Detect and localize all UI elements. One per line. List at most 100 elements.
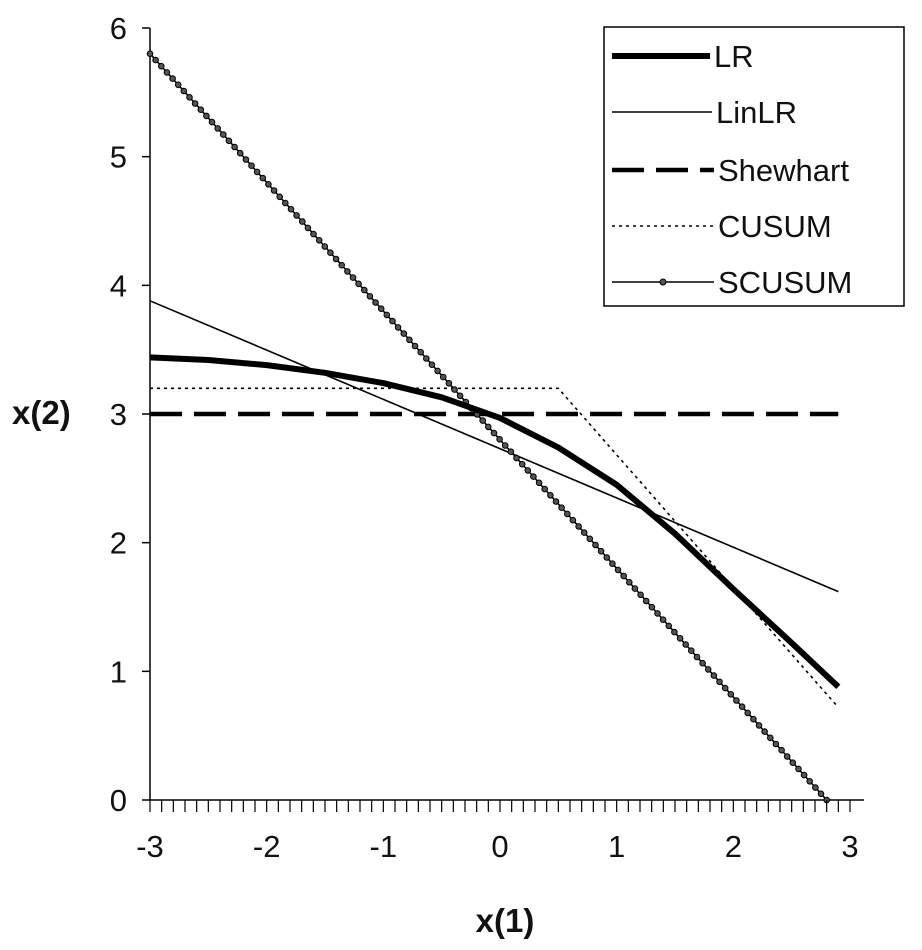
series-marker-scusum xyxy=(332,255,340,263)
x-tick-label: 0 xyxy=(491,829,508,864)
series-marker-scusum xyxy=(541,485,549,493)
series-marker-scusum xyxy=(659,616,667,624)
series-marker-scusum xyxy=(727,691,735,698)
series-marker-scusum xyxy=(355,280,362,288)
y-tick-label: 4 xyxy=(110,268,127,303)
series-marker-scusum xyxy=(231,143,238,151)
series-marker-scusum xyxy=(631,585,639,592)
series-marker-scusum xyxy=(417,348,425,356)
series-marker-scusum xyxy=(580,529,588,536)
series-marker-scusum xyxy=(434,367,441,375)
series-marker-scusum xyxy=(282,199,289,207)
series-marker-scusum xyxy=(547,492,554,499)
series-marker-scusum xyxy=(163,69,171,76)
series-marker-scusum xyxy=(321,243,329,250)
series-line-lr xyxy=(149,354,841,689)
series-marker-scusum xyxy=(767,734,774,742)
x-tick-label: -2 xyxy=(253,829,281,864)
series-marker-scusum xyxy=(800,771,808,779)
series-marker-scusum xyxy=(654,610,661,617)
series-marker-scusum xyxy=(648,603,656,611)
series-marker-scusum xyxy=(772,740,780,748)
legend-label-shewhart: Shewhart xyxy=(718,153,849,188)
series-marker-scusum xyxy=(744,709,752,717)
series-marker-scusum xyxy=(597,547,605,555)
series-marker-scusum xyxy=(203,112,210,120)
series-marker-scusum xyxy=(400,330,408,337)
series-marker-scusum xyxy=(721,684,729,692)
series-marker-scusum xyxy=(535,479,543,487)
series-marker-scusum xyxy=(406,336,413,344)
series-marker-scusum xyxy=(716,678,723,686)
series-marker-scusum xyxy=(485,423,492,431)
series-marker-scusum xyxy=(778,746,785,754)
y-tick-label: 1 xyxy=(110,654,127,689)
series-marker-scusum xyxy=(496,436,503,443)
series-line-cusum xyxy=(150,387,839,708)
series-marker-scusum xyxy=(423,355,430,362)
x-tick-label: -1 xyxy=(370,829,398,864)
series-marker-scusum xyxy=(479,417,487,424)
series-marker-scusum xyxy=(817,790,825,798)
series-marker-scusum xyxy=(253,168,261,176)
series-marker-scusum xyxy=(276,193,284,201)
series-marker-scusum xyxy=(609,560,616,568)
x-tick-label: 3 xyxy=(841,829,858,864)
y-axis-title: x(2) xyxy=(12,394,71,431)
ticks-layer: 0 1 2 3 4 5 6 -3 -2 -1 0 1 2 3 xyxy=(110,11,859,864)
series-marker-scusum xyxy=(586,535,594,543)
x-tick-label: 2 xyxy=(725,829,742,864)
series-marker-scusum xyxy=(304,224,312,232)
series-marker-scusum xyxy=(518,460,526,468)
series-marker-scusum xyxy=(428,361,436,369)
series-marker-scusum xyxy=(349,274,357,281)
legend-box xyxy=(603,26,905,307)
legend-swatch-scusum-marker xyxy=(659,278,667,286)
series-marker-scusum xyxy=(445,380,453,387)
series-marker-scusum xyxy=(530,473,537,480)
series-marker-scusum xyxy=(152,56,159,64)
series-marker-scusum xyxy=(310,230,317,238)
series-marker-scusum xyxy=(626,579,633,586)
series-marker-scusum xyxy=(603,554,611,561)
series-marker-scusum xyxy=(394,324,402,331)
series-marker-scusum xyxy=(665,622,673,630)
legend-label-lr: LR xyxy=(714,39,754,74)
series-marker-scusum xyxy=(806,778,814,785)
series-marker-scusum xyxy=(225,137,233,145)
series-marker-scusum xyxy=(158,62,165,70)
series-marker-scusum xyxy=(637,591,644,599)
series-marker-scusum xyxy=(242,156,250,163)
series-marker-scusum xyxy=(699,659,706,667)
y-tick-label: 6 xyxy=(110,11,127,46)
series-marker-scusum xyxy=(315,237,323,244)
series-marker-scusum xyxy=(383,311,391,319)
series-marker-scusum xyxy=(569,516,577,524)
legend-label-linlr: LinLR xyxy=(716,95,797,130)
series-marker-scusum xyxy=(552,498,560,505)
series-marker-scusum xyxy=(795,765,802,773)
series-marker-scusum xyxy=(439,373,447,381)
series-marker-scusum xyxy=(688,647,695,655)
series-line-linlr xyxy=(149,300,839,593)
series-marker-scusum xyxy=(265,181,272,188)
series-marker-scusum xyxy=(592,541,599,549)
series-marker-scusum xyxy=(671,628,678,636)
series-marker-scusum xyxy=(750,715,757,723)
x-axis-title: x(1) xyxy=(476,902,535,939)
series-marker-scusum xyxy=(389,317,396,325)
x-tick-label: 1 xyxy=(608,829,625,864)
series-marker-scusum xyxy=(456,392,464,400)
series-marker-scusum xyxy=(642,597,650,605)
series-marker-scusum xyxy=(191,100,199,107)
series-marker-scusum xyxy=(197,106,205,113)
y-tick-label: 0 xyxy=(110,783,127,818)
series-marker-scusum xyxy=(146,50,154,58)
series-marker-scusum xyxy=(293,212,300,219)
legend-label-scusum: SCUSUM xyxy=(718,265,852,300)
series-marker-scusum xyxy=(761,728,768,735)
series-marker-scusum xyxy=(513,454,520,462)
series-marker-scusum xyxy=(451,386,458,393)
series-marker-scusum xyxy=(174,81,182,89)
